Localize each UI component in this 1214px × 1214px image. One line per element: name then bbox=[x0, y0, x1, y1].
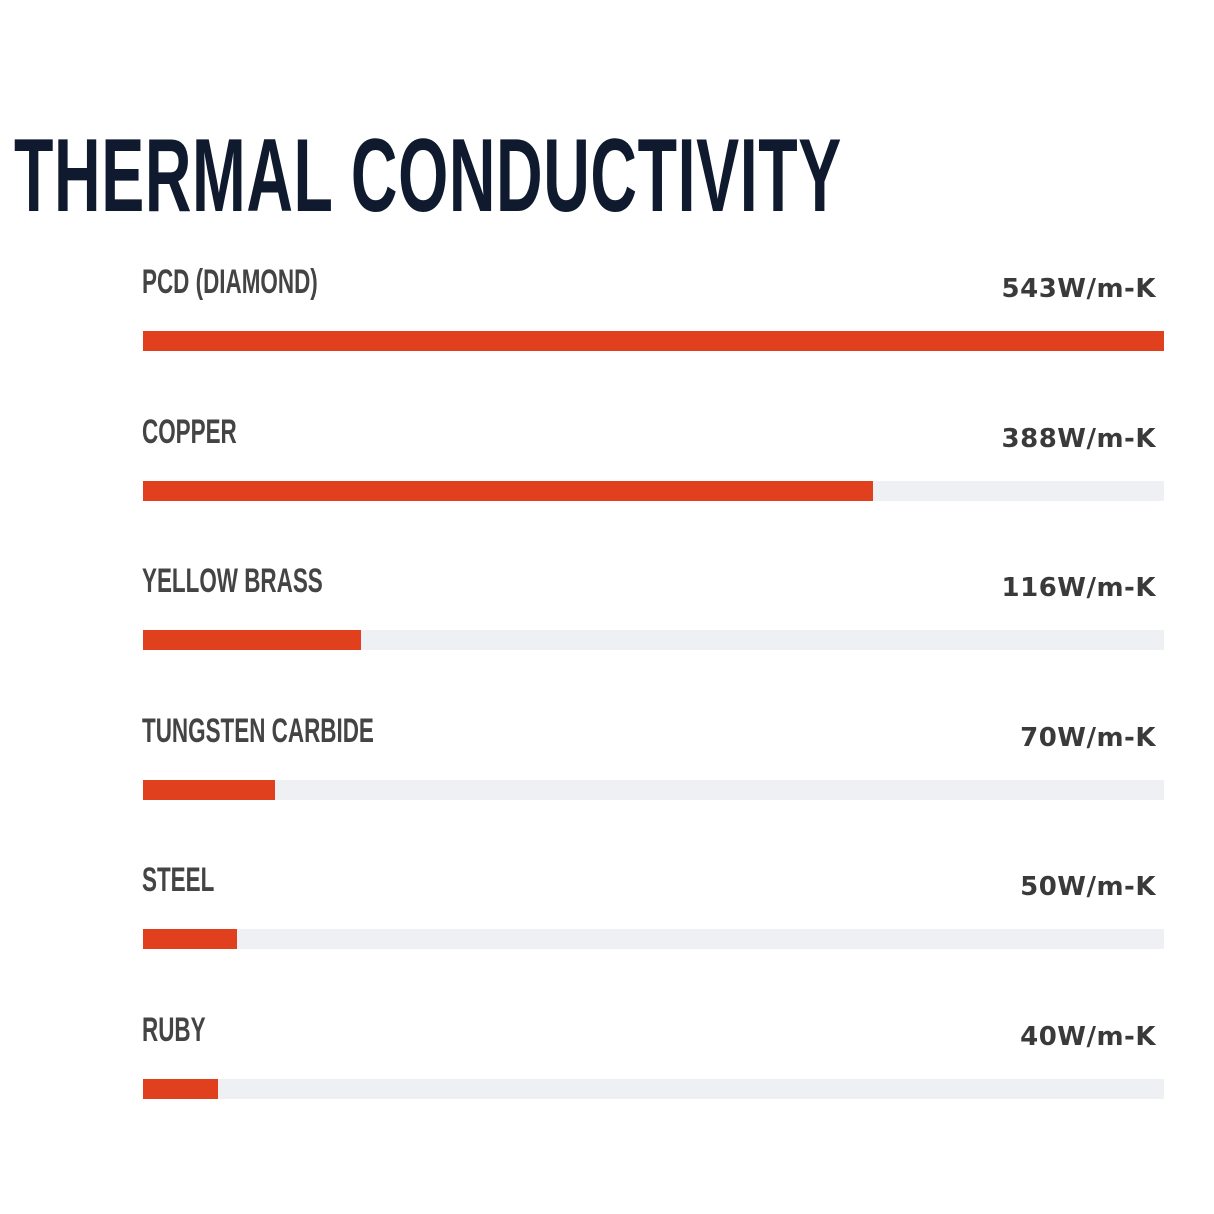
bar-track bbox=[143, 1078, 1164, 1099]
chart-title: THERMAL CONDUCTIVITY bbox=[14, 118, 842, 234]
bar-label: STEEL bbox=[142, 861, 215, 899]
bar-row: RUBY 40W/m-K bbox=[0, 1011, 1214, 1156]
bar-label: COPPER bbox=[142, 412, 237, 451]
bar-track bbox=[143, 480, 1164, 501]
bar-row: TUNGSTEN CARBIDE 70W/m-K bbox=[0, 712, 1214, 857]
bar-track bbox=[143, 331, 1164, 351]
bar-row: COPPER 388W/m-K bbox=[0, 413, 1214, 558]
bar-track bbox=[143, 630, 1164, 650]
bar-label: TUNGSTEN CARBIDE bbox=[142, 711, 374, 750]
bar-label: YELLOW BRASS bbox=[142, 562, 323, 600]
bar-value-label: 50W/m-K bbox=[1020, 872, 1156, 902]
bar-track bbox=[143, 779, 1164, 800]
bar-value-label: 116W/m-K bbox=[1001, 573, 1156, 603]
bar bbox=[143, 480, 873, 501]
bar-value-label: 40W/m-K bbox=[1020, 1021, 1156, 1052]
bar-row: PCD (DIAMOND) 543W/m-K bbox=[0, 263, 1214, 408]
bar-label: PCD (DIAMOND) bbox=[142, 263, 318, 301]
bar bbox=[143, 779, 275, 800]
bar-row: STEEL 50W/m-K bbox=[0, 861, 1214, 1006]
bar bbox=[143, 630, 362, 650]
bar bbox=[143, 331, 1164, 351]
bar-track bbox=[143, 929, 1164, 949]
bar-label: RUBY bbox=[142, 1010, 206, 1049]
bar-row: YELLOW BRASS 116W/m-K bbox=[0, 562, 1214, 707]
bar-value-label: 388W/m-K bbox=[1001, 423, 1156, 454]
bar-value-label: 543W/m-K bbox=[1001, 274, 1156, 304]
bar bbox=[143, 1078, 219, 1099]
bar-value-label: 70W/m-K bbox=[1020, 722, 1156, 753]
bar bbox=[143, 929, 237, 949]
